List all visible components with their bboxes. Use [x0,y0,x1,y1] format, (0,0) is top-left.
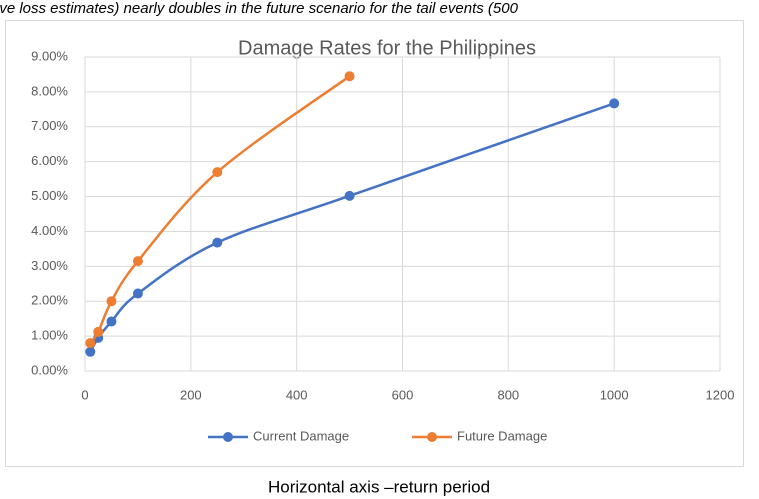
data-point [132,288,143,299]
data-point [212,167,223,178]
x-tick-label: 600 [392,387,414,402]
header-text: ive loss estimates) nearly doubles in th… [0,0,519,17]
data-point [85,338,96,349]
data-point [93,326,104,337]
y-tick-label: 3.00% [31,258,68,273]
x-tick-label: 400 [286,387,308,402]
data-point [609,98,620,109]
x-tick-label: 800 [497,387,519,402]
data-point [85,346,96,357]
data-point [106,296,117,307]
data-point [212,237,223,248]
data-point [344,71,355,82]
x-tick-label: 200 [180,387,202,402]
y-tick-label: 6.00% [31,153,68,168]
y-tick-label: 9.00% [31,48,68,63]
data-point [344,190,355,201]
y-tick-label: 0.00% [31,362,68,377]
y-tick-label: 1.00% [31,328,68,343]
legend-label: Future Damage [457,428,547,443]
x-tick-label: 1000 [600,387,629,402]
y-tick-label: 7.00% [31,118,68,133]
y-tick-label: 8.00% [31,83,68,98]
x-tick-label: 0 [81,387,88,402]
chart-title: Damage Rates for the Philippines [238,37,536,59]
legend-marker [427,432,437,442]
x-tick-label: 1200 [706,387,735,402]
legend-label: Current Damage [253,428,349,443]
y-tick-label: 5.00% [31,188,68,203]
chart-frame [5,20,744,467]
y-tick-label: 2.00% [31,293,68,308]
data-point [106,316,117,327]
y-tick-label: 4.00% [31,223,68,238]
caption: Horizontal axis –return period [268,477,490,496]
legend-marker [223,432,233,442]
data-point [132,256,143,267]
